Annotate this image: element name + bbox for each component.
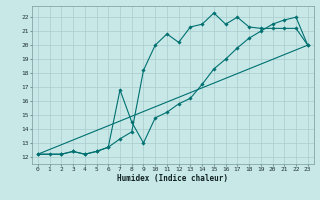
X-axis label: Humidex (Indice chaleur): Humidex (Indice chaleur) — [117, 174, 228, 183]
